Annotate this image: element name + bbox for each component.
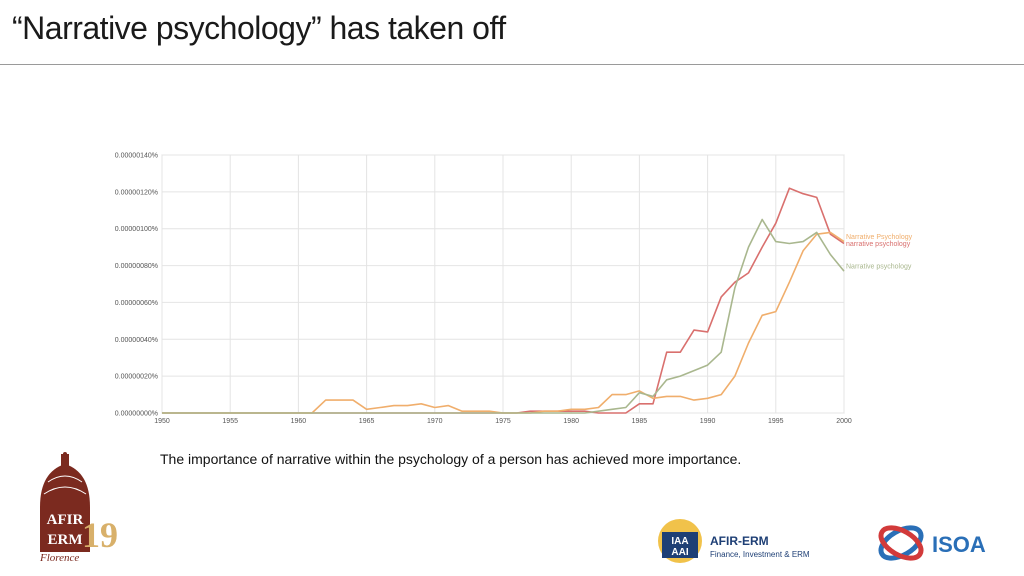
x-tick-label: 1975	[495, 418, 511, 425]
x-tick-label: 1965	[359, 418, 375, 425]
ngram-line-chart: 1950 1955 1960 1965 1970 1975 1980 1985 1990 1995…	[115, 153, 913, 426]
iaa-subtitle: Finance, Investment & ERM	[710, 550, 810, 559]
isoa-logo-mark	[878, 525, 924, 561]
chart-caption: The importance of narrative within the p…	[160, 451, 742, 467]
legend-label-1: narrative psychology	[846, 241, 911, 248]
x-tick-label: 1985	[632, 418, 648, 425]
isoa-logo-text: ISOA	[932, 532, 986, 557]
x-tick-label: 1950	[154, 418, 170, 425]
x-tick-label: 1980	[563, 418, 579, 425]
x-tick-label: 1990	[700, 418, 716, 425]
y-tick-label: 0.00000080%	[115, 263, 158, 270]
y-tick-label: 0.00000040%	[115, 337, 158, 344]
y-tick-label: 0.00000100%	[115, 226, 158, 233]
afir-city: Florence	[40, 552, 80, 564]
x-tick-label: 2000	[836, 418, 852, 425]
series-line-2	[162, 231, 845, 414]
y-tick-label: 0.00000000%	[115, 411, 158, 418]
y-tick-label: 0.00000140%	[115, 153, 158, 160]
afir-word: AFIR	[47, 512, 84, 528]
x-tick-label: 1955	[222, 418, 238, 425]
iaa-logo: IAA AAI	[658, 519, 702, 563]
y-tick-label: 0.00000020%	[115, 374, 158, 381]
x-tick-label: 1995	[768, 418, 784, 425]
iaa-letters: IAA	[671, 536, 688, 547]
x-tick-label: 1960	[291, 418, 307, 425]
x-tick-label: 1970	[427, 418, 443, 425]
y-tick-label: 0.00000060%	[115, 300, 158, 307]
erm-word: ERM	[48, 532, 83, 548]
afir-erm-florence-logo: AFIR ERM	[40, 452, 90, 552]
afir-year: 19	[82, 515, 118, 555]
legend-label-2: Narrative Psychology	[846, 234, 913, 241]
slide-title: “Narrative psychology” has taken off	[12, 10, 506, 46]
iaa-title: AFIR-ERM	[710, 534, 769, 548]
title-divider	[0, 64, 1024, 65]
y-tick-label: 0.00000120%	[115, 189, 158, 196]
legend-label-3: Narrative psychology	[846, 264, 912, 271]
series-line-3	[162, 218, 845, 414]
aai-letters: AAI	[671, 547, 688, 558]
